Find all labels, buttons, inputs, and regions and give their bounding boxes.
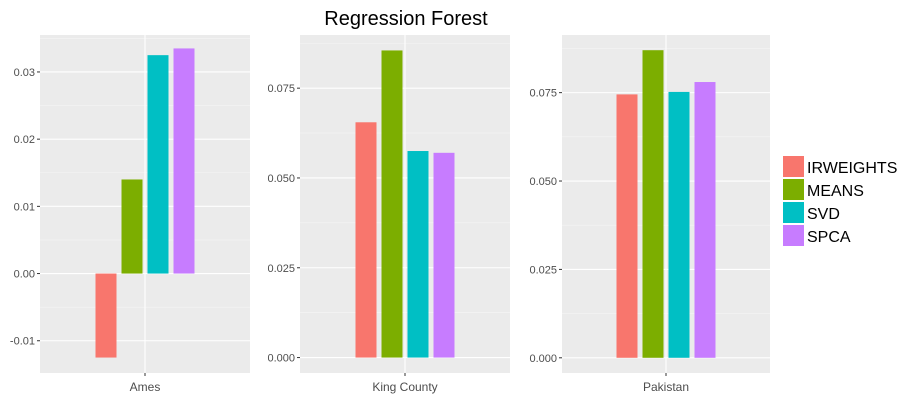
legend-label-means: MEANS bbox=[807, 183, 864, 200]
bar-svd bbox=[668, 91, 690, 358]
bar-svd bbox=[407, 151, 429, 358]
y-tick-label: 0.02 bbox=[14, 134, 35, 146]
panels: -0.01 0.00 0.01 0.02 0.03 Ames 0.000 0.025 0.050… bbox=[10, 35, 770, 394]
bar-means bbox=[381, 50, 403, 358]
bar-spca bbox=[433, 152, 455, 358]
legend-label-irweights: IRWEIGHTS bbox=[807, 160, 897, 177]
category-label: Pakistan bbox=[643, 380, 689, 394]
y-tick-label: 0.00 bbox=[14, 269, 35, 281]
bar-irweights bbox=[355, 122, 377, 358]
bar-means bbox=[121, 179, 143, 274]
legend-key-spca bbox=[783, 225, 804, 246]
panel-ames: -0.01 0.00 0.01 0.02 0.03 Ames bbox=[10, 35, 250, 394]
panel-king-county: 0.000 0.025 0.050 0.075 King County bbox=[267, 35, 510, 394]
legend-key-svd bbox=[783, 202, 804, 223]
y-tick-label: 0.075 bbox=[267, 83, 295, 95]
y-tick-label: 0.000 bbox=[529, 353, 557, 365]
legend-key-irweights bbox=[783, 156, 804, 177]
bar-svd bbox=[147, 55, 169, 274]
y-tick-label: 0.050 bbox=[267, 173, 295, 185]
legend-label-svd: SVD bbox=[807, 206, 840, 223]
y-tick-label: 0.050 bbox=[529, 176, 557, 188]
legend-key-means bbox=[783, 179, 804, 200]
panel-pakistan: 0.000 0.025 0.050 0.075 Pakistan bbox=[529, 35, 770, 394]
bar-irweights bbox=[95, 273, 117, 358]
category-label: Ames bbox=[130, 380, 161, 394]
y-tick-label: 0.075 bbox=[529, 88, 557, 100]
chart-title: Regression Forest bbox=[324, 8, 488, 30]
y-tick-label: 0.025 bbox=[529, 264, 557, 276]
category-label: King County bbox=[372, 380, 437, 394]
y-tick-label: 0.025 bbox=[267, 263, 295, 275]
y-tick-label: 0.000 bbox=[267, 353, 295, 365]
legend-label-spca: SPCA bbox=[807, 229, 851, 246]
bar-means bbox=[642, 50, 664, 358]
bar-irweights bbox=[616, 94, 638, 358]
legend: IRWEIGHTS MEANS SVD SPCA bbox=[783, 156, 897, 246]
bar-spca bbox=[173, 48, 195, 274]
bar-spca bbox=[694, 82, 716, 358]
y-tick-label: -0.01 bbox=[10, 336, 35, 348]
y-tick-label: 0.03 bbox=[14, 67, 35, 79]
y-tick-label: 0.01 bbox=[14, 201, 35, 213]
